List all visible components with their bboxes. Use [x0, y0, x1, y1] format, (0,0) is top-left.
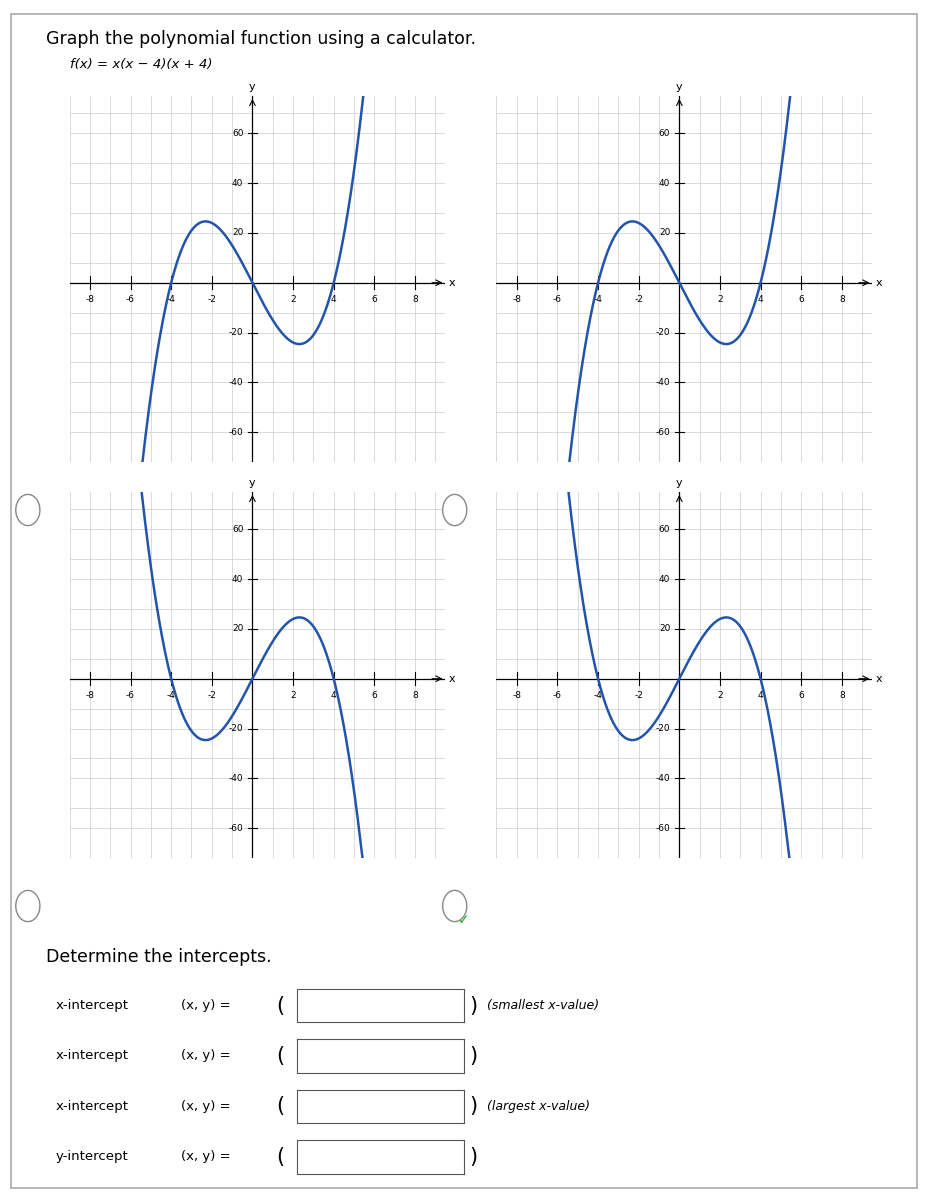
Text: -6: -6 [126, 690, 135, 700]
Text: (: ( [276, 996, 284, 1015]
Text: y: y [675, 479, 682, 488]
Text: -20: -20 [229, 328, 243, 337]
Text: (x, y) =: (x, y) = [181, 1151, 230, 1163]
Text: 60: 60 [232, 128, 243, 138]
Text: 20: 20 [658, 624, 669, 634]
Text: 2: 2 [717, 294, 722, 304]
Text: 60: 60 [232, 524, 243, 534]
Text: 6: 6 [371, 294, 376, 304]
Text: -6: -6 [552, 690, 562, 700]
Text: 8: 8 [412, 294, 417, 304]
Text: -8: -8 [85, 690, 95, 700]
Text: (x, y) =: (x, y) = [181, 1100, 230, 1112]
Text: 2: 2 [717, 690, 722, 700]
Text: -6: -6 [126, 294, 135, 304]
Text: -4: -4 [167, 294, 175, 304]
Text: -4: -4 [593, 690, 602, 700]
Text: -2: -2 [633, 294, 642, 304]
Text: -40: -40 [655, 774, 669, 782]
Text: ): ) [469, 1097, 476, 1116]
Text: 2: 2 [290, 690, 296, 700]
Text: ): ) [469, 1147, 476, 1166]
Text: 40: 40 [658, 575, 669, 583]
Text: -2: -2 [207, 690, 216, 700]
Text: 6: 6 [797, 294, 803, 304]
Text: 8: 8 [838, 690, 844, 700]
Text: -6: -6 [552, 294, 562, 304]
Text: -40: -40 [229, 378, 243, 386]
Text: 60: 60 [658, 128, 669, 138]
Text: f(x) = x(x − 4)(x + 4): f(x) = x(x − 4)(x + 4) [70, 58, 212, 71]
Text: -4: -4 [593, 294, 602, 304]
Text: 6: 6 [371, 690, 376, 700]
Text: 4: 4 [757, 294, 763, 304]
Text: -60: -60 [654, 427, 669, 437]
Text: (: ( [276, 1046, 284, 1066]
Text: -8: -8 [512, 690, 521, 700]
Text: -2: -2 [207, 294, 216, 304]
Text: x-intercept: x-intercept [56, 1000, 129, 1012]
Text: 20: 20 [232, 624, 243, 634]
Text: 8: 8 [838, 294, 844, 304]
Text: (: ( [276, 1147, 284, 1166]
Text: -20: -20 [655, 328, 669, 337]
Text: ): ) [469, 996, 476, 1015]
Text: x: x [448, 673, 454, 684]
Text: y: y [248, 83, 256, 92]
Text: -8: -8 [85, 294, 95, 304]
Text: 40: 40 [232, 575, 243, 583]
Text: (largest x-value): (largest x-value) [487, 1100, 590, 1112]
Text: Graph the polynomial function using a calculator.: Graph the polynomial function using a ca… [46, 30, 476, 48]
Text: x-intercept: x-intercept [56, 1100, 129, 1112]
Text: 60: 60 [658, 524, 669, 534]
Text: 20: 20 [232, 228, 243, 238]
Text: x: x [448, 277, 454, 288]
Text: -40: -40 [229, 774, 243, 782]
Text: (: ( [276, 1097, 284, 1116]
Text: 40: 40 [232, 179, 243, 187]
Text: -60: -60 [228, 823, 243, 833]
Text: -40: -40 [655, 378, 669, 386]
Text: 4: 4 [331, 690, 337, 700]
Text: 2: 2 [290, 294, 296, 304]
Text: -4: -4 [167, 690, 175, 700]
Text: 6: 6 [797, 690, 803, 700]
Text: (x, y) =: (x, y) = [181, 1050, 230, 1062]
Text: -20: -20 [655, 724, 669, 733]
Text: 4: 4 [757, 690, 763, 700]
Text: y: y [675, 83, 682, 92]
Text: x-intercept: x-intercept [56, 1050, 129, 1062]
Text: Determine the intercepts.: Determine the intercepts. [46, 948, 272, 966]
Text: (x, y) =: (x, y) = [181, 1000, 230, 1012]
Text: y: y [248, 479, 256, 488]
Text: y-intercept: y-intercept [56, 1151, 128, 1163]
Text: -8: -8 [512, 294, 521, 304]
Text: 4: 4 [331, 294, 337, 304]
Text: -60: -60 [228, 427, 243, 437]
Text: -2: -2 [633, 690, 642, 700]
Text: -20: -20 [229, 724, 243, 733]
Text: ✓: ✓ [458, 913, 469, 928]
Text: ): ) [469, 1046, 476, 1066]
Text: x: x [874, 277, 881, 288]
Text: 8: 8 [412, 690, 417, 700]
Text: x: x [874, 673, 881, 684]
Text: (smallest x-value): (smallest x-value) [487, 1000, 599, 1012]
Text: 20: 20 [658, 228, 669, 238]
Text: -60: -60 [654, 823, 669, 833]
Text: 40: 40 [658, 179, 669, 187]
